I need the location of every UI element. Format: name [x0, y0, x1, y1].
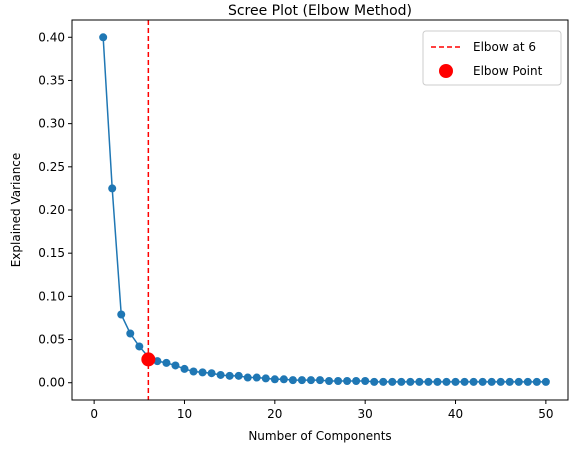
series-point — [207, 369, 216, 378]
series-point — [279, 375, 288, 384]
chart-title: Scree Plot (Elbow Method) — [228, 3, 412, 19]
series-point — [406, 377, 415, 386]
y-tick-label: 0.15 — [38, 246, 65, 260]
x-axis-label: Number of Components — [248, 429, 391, 443]
series-point — [370, 377, 379, 386]
series-point — [415, 377, 424, 386]
series-point — [306, 376, 315, 385]
series-point — [460, 377, 469, 386]
plot-layer — [99, 20, 550, 400]
series-point — [171, 361, 180, 370]
series-point — [442, 377, 451, 386]
legend-box — [422, 30, 562, 86]
series-point — [189, 367, 198, 376]
y-tick-label: 0.20 — [38, 203, 65, 217]
series-point — [252, 373, 261, 382]
series-point — [379, 377, 388, 386]
series-point — [424, 377, 433, 386]
series-point — [288, 376, 297, 385]
series-point — [523, 377, 532, 386]
y-tick-label: 0.25 — [38, 160, 65, 174]
y-tick-label: 0.35 — [38, 73, 65, 87]
series-point — [135, 342, 144, 351]
series-point — [361, 377, 370, 385]
series-point — [316, 376, 324, 385]
series-point — [108, 184, 117, 193]
x-tick-label: 50 — [538, 407, 553, 421]
series-point — [261, 374, 270, 383]
series-point — [469, 377, 478, 386]
series-point — [216, 370, 225, 379]
series-point — [198, 368, 207, 377]
series-point — [532, 377, 541, 386]
y-tick-label: 0.30 — [38, 117, 65, 131]
series-point — [388, 377, 397, 386]
series-point — [397, 377, 406, 386]
series-point — [180, 364, 189, 373]
x-tick-label: 20 — [267, 407, 282, 421]
series-point — [343, 377, 352, 385]
series-point — [225, 371, 234, 380]
series-point — [514, 377, 523, 386]
series-point — [325, 377, 334, 385]
series-point — [496, 377, 505, 386]
series-point — [297, 376, 306, 385]
x-tick-label: 30 — [358, 407, 373, 421]
series-point — [478, 377, 487, 386]
y-tick-label: 0.00 — [38, 376, 65, 390]
series-point — [270, 375, 279, 384]
series-point — [487, 377, 496, 386]
elbow-point — [141, 352, 156, 367]
series-point — [334, 377, 343, 385]
series-point — [505, 377, 514, 386]
series-point — [541, 377, 550, 386]
legend-elbow-point-label: Elbow Point — [473, 64, 543, 78]
series-point — [99, 33, 108, 42]
legend: Elbow at 6 Elbow Point — [422, 30, 562, 86]
series-point — [234, 371, 243, 380]
x-tick-label: 40 — [448, 407, 463, 421]
y-tick-label: 0.05 — [38, 333, 65, 347]
ticks-layer: 0 10 20 30 40 50 0.00 0.05 0.10 0.15 0.20 0.25 0.30 0… — [38, 30, 553, 421]
series-point — [162, 358, 171, 367]
x-tick-label: 0 — [90, 407, 98, 421]
y-axis-label: Explained Variance — [9, 153, 23, 268]
y-tick-label: 0.40 — [38, 30, 65, 44]
series-point — [117, 310, 126, 319]
legend-elbow-point-swatch — [439, 64, 453, 78]
x-tick-label: 10 — [177, 407, 192, 421]
series-point — [126, 329, 135, 338]
series-point — [153, 357, 162, 366]
series-point — [243, 373, 252, 382]
series-point — [433, 377, 442, 386]
y-tick-label: 0.10 — [38, 289, 65, 303]
legend-elbow-line-label: Elbow at 6 — [473, 40, 536, 54]
series-point — [451, 377, 460, 386]
series-point — [352, 377, 361, 385]
